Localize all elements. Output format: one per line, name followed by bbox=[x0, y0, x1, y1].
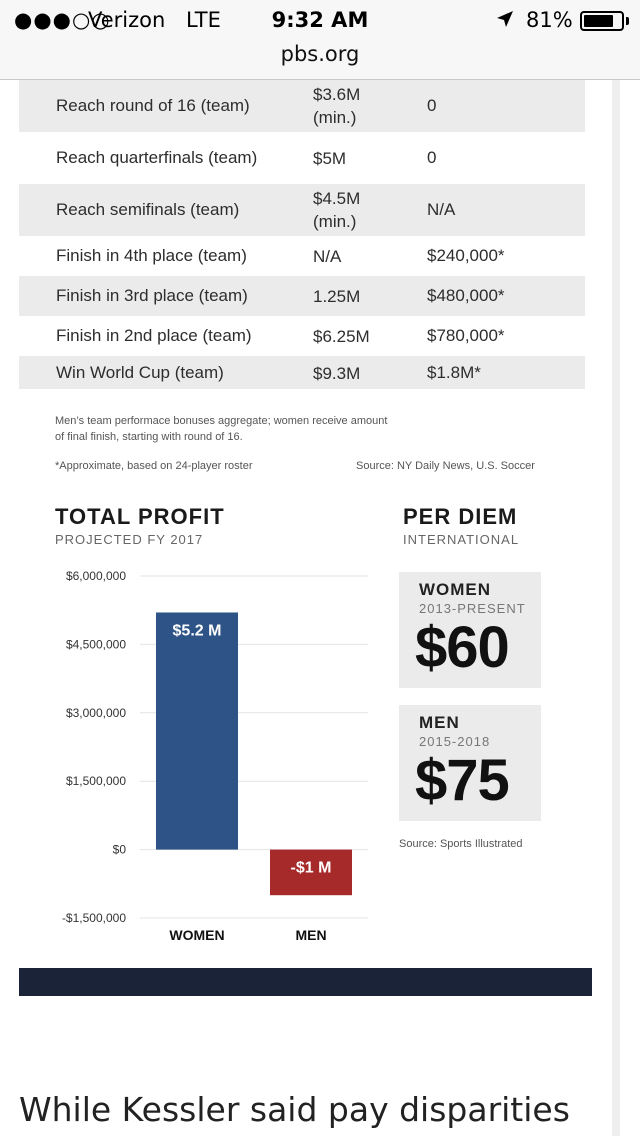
table-row: Finish in 4th place (team) N/A $240,000* bbox=[19, 236, 585, 276]
per-diem-women-label: WOMEN bbox=[419, 580, 492, 599]
table-row: Reach quarterfinals (team) $5M 0 bbox=[19, 132, 585, 184]
women-bonus-value: $480,000* bbox=[427, 286, 505, 305]
men-bonus-value: $3.6M bbox=[313, 85, 361, 104]
row-label: Reach round of 16 (team) bbox=[56, 96, 250, 115]
table-note-line-1: Men’s team performace bonuses aggregate;… bbox=[55, 415, 388, 427]
women-bonus-value: 0 bbox=[427, 96, 437, 115]
bar-data-label: $5.2 M bbox=[173, 622, 222, 639]
bonus-table: Reach round of 16 (team) $3.6M (min.) 0 Reac… bbox=[19, 80, 585, 389]
women-bonus-value: N/A bbox=[427, 200, 456, 219]
men-bonus-cell: 1.25M bbox=[313, 285, 360, 308]
table-note: Men’s team performace bonuses aggregate;… bbox=[55, 413, 387, 445]
men-bonus-cell: $4.5M (min.) bbox=[313, 187, 360, 233]
men-bonus-cell: N/A bbox=[313, 245, 341, 268]
table-note-line-2: of final finish, starting with round of … bbox=[55, 431, 243, 443]
status-bar: ●●●○○ Verizon LTE 9:32 AM 81% bbox=[0, 0, 640, 40]
men-bonus-value: N/A bbox=[313, 247, 342, 266]
per-diem-men-card: MEN 2015-2018 $75 bbox=[399, 705, 541, 821]
y-tick-label: $1,500,000 bbox=[66, 774, 126, 788]
table-source: Source: NY Daily News, U.S. Soccer bbox=[356, 460, 535, 472]
per-diem-women-card: WOMEN 2013-PRESENT $60 bbox=[399, 572, 541, 688]
total-profit-chart: $6,000,000 $4,500,000 $3,000,000 $1,500,000… bbox=[62, 569, 368, 943]
chart-subtitle: PROJECTED FY 2017 bbox=[55, 532, 204, 547]
battery-level-fill bbox=[584, 15, 613, 27]
x-category-label: MEN bbox=[295, 927, 326, 943]
article-text: While Kessler said pay disparities bbox=[19, 1090, 570, 1129]
y-tick-label: -$1,500,000 bbox=[62, 911, 126, 925]
table-row: Reach semifinals (team) $4.5M (min.) N/A bbox=[19, 184, 585, 236]
clock: 9:32 AM bbox=[271, 8, 369, 32]
table-row: Finish in 2nd place (team) $6.25M $780,000… bbox=[19, 316, 585, 356]
women-bonus-value: $240,000* bbox=[427, 246, 505, 265]
row-label: Finish in 3rd place (team) bbox=[56, 286, 248, 305]
men-bonus-qualifier: (min.) bbox=[313, 108, 357, 127]
row-label: Reach quarterfinals (team) bbox=[56, 148, 258, 167]
row-label: Reach semifinals (team) bbox=[56, 200, 240, 219]
per-diem-men-years: 2015-2018 bbox=[419, 734, 491, 749]
men-bonus-value: $9.3M bbox=[313, 363, 361, 383]
per-diem-title: PER DIEM bbox=[403, 504, 518, 529]
browser-chrome: ●●●○○ Verizon LTE 9:32 AM 81% pbs.org bbox=[0, 0, 640, 80]
men-bonus-value: 1.25M bbox=[313, 287, 361, 306]
per-diem-men-label: MEN bbox=[419, 713, 460, 732]
battery-percentage: 81% bbox=[526, 8, 573, 32]
men-bonus-cell: $9.3M bbox=[313, 362, 360, 385]
row-label: Win World Cup (team) bbox=[56, 362, 224, 382]
table-row: Finish in 3rd place (team) 1.25M $480,000* bbox=[19, 276, 585, 316]
chart-title: TOTAL PROFIT bbox=[55, 504, 225, 529]
url-bar[interactable]: pbs.org bbox=[280, 42, 360, 66]
row-label: Finish in 2nd place (team) bbox=[56, 326, 252, 345]
y-tick-label: $4,500,000 bbox=[66, 637, 126, 651]
battery-icon bbox=[580, 11, 624, 31]
women-bonus-value: $1.8M* bbox=[427, 362, 481, 382]
location-arrow-icon bbox=[497, 11, 513, 27]
network-type: LTE bbox=[186, 8, 221, 32]
men-bonus-value: $4.5M bbox=[313, 189, 361, 208]
men-bonus-value: $6.25M bbox=[313, 327, 370, 346]
table-footnote: *Approximate, based on 24-player roster bbox=[55, 460, 253, 472]
women-bonus-value: 0 bbox=[427, 148, 437, 167]
table-row: Win World Cup (team) $9.3M $1.8M* bbox=[19, 356, 585, 389]
infographic-footer-bar bbox=[19, 968, 592, 996]
men-bonus-qualifier: (min.) bbox=[313, 212, 357, 231]
men-bonus-cell: $3.6M (min.) bbox=[313, 83, 360, 129]
battery-tip bbox=[626, 17, 629, 25]
bar-women bbox=[156, 612, 238, 850]
page-scrollbar-track[interactable] bbox=[612, 80, 620, 1136]
per-diem-women-years: 2013-PRESENT bbox=[419, 601, 526, 616]
y-tick-label: $0 bbox=[113, 843, 127, 857]
bar-data-label: -$1 M bbox=[291, 860, 332, 877]
y-tick-label: $6,000,000 bbox=[66, 569, 126, 583]
per-diem-subtitle: INTERNATIONAL bbox=[403, 532, 520, 547]
row-label: Finish in 4th place (team) bbox=[56, 246, 247, 265]
men-bonus-cell: $6.25M bbox=[313, 325, 370, 348]
per-diem-women-amount: $60 bbox=[415, 615, 510, 680]
carrier-name: Verizon bbox=[88, 8, 166, 32]
women-bonus-value: $780,000* bbox=[427, 326, 505, 345]
x-category-label: WOMEN bbox=[169, 927, 224, 943]
table-row: Reach round of 16 (team) $3.6M (min.) 0 bbox=[19, 80, 585, 132]
men-bonus-value: $5M bbox=[313, 149, 347, 168]
bar-men bbox=[270, 849, 352, 896]
men-bonus-cell: $5M bbox=[313, 147, 346, 170]
per-diem-men-amount: $75 bbox=[415, 748, 510, 813]
signal-strength-icon: ●●●○○ bbox=[14, 8, 111, 32]
per-diem-source: Source: Sports Illustrated bbox=[399, 838, 523, 850]
y-tick-label: $3,000,000 bbox=[66, 706, 126, 720]
